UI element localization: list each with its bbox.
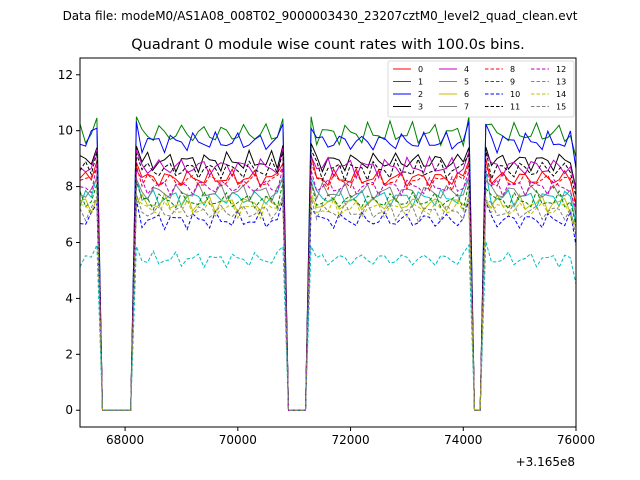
legend-label-15: 15 xyxy=(556,103,566,112)
legend-label-3: 3 xyxy=(418,103,423,112)
series-line-1 xyxy=(79,116,577,411)
series-line-10 xyxy=(79,199,577,411)
legend-label-6: 6 xyxy=(464,90,469,99)
series-line-4 xyxy=(79,147,577,411)
y-tick-label: 4 xyxy=(65,291,73,305)
legend-label-13: 13 xyxy=(556,78,566,87)
legend-label-7: 7 xyxy=(464,103,469,112)
legend-label-5: 5 xyxy=(464,78,469,87)
plot-series xyxy=(79,116,577,411)
x-tick-label: 68000 xyxy=(106,433,144,447)
y-tick-label: 8 xyxy=(65,180,73,194)
chart-suptitle: Data file: modeM0/AS1A08_008T02_90000034… xyxy=(63,9,578,23)
legend-label-0: 0 xyxy=(418,65,423,74)
series-line-14 xyxy=(79,190,577,411)
series-line-8 xyxy=(79,162,577,411)
series-line-5 xyxy=(79,170,577,411)
y-tick-label: 0 xyxy=(65,403,73,417)
series-line-12 xyxy=(79,165,577,411)
series-line-2 xyxy=(79,121,577,411)
series-line-15 xyxy=(79,193,577,411)
legend-label-1: 1 xyxy=(418,78,423,87)
y-axis: 0 2 4 6 8 10 12 xyxy=(58,68,80,417)
legend-label-4: 4 xyxy=(464,65,469,74)
x-tick-label: 72000 xyxy=(331,433,369,447)
legend-box xyxy=(387,60,575,118)
series-line-6 xyxy=(79,192,577,411)
x-axis: 68000 70000 72000 74000 76000 xyxy=(106,427,595,447)
y-tick-label: 6 xyxy=(65,236,73,250)
series-line-11 xyxy=(79,149,577,411)
series-line-0 xyxy=(79,154,577,411)
x-tick-label: 74000 xyxy=(444,433,482,447)
legend-label-11: 11 xyxy=(510,103,520,112)
legend-label-10: 10 xyxy=(510,90,520,99)
y-tick-label: 2 xyxy=(65,347,73,361)
y-tick-label: 12 xyxy=(58,68,73,82)
x-offset-label: +3.165e8 xyxy=(516,455,575,469)
legend-label-8: 8 xyxy=(510,65,515,74)
legend-label-9: 9 xyxy=(510,78,515,87)
x-tick-label: 76000 xyxy=(557,433,595,447)
y-tick-label: 10 xyxy=(58,124,73,138)
legend-label-14: 14 xyxy=(556,90,566,99)
series-line-9 xyxy=(79,181,577,411)
series-line-13 xyxy=(79,241,577,411)
legend-label-2: 2 xyxy=(418,90,423,99)
series-line-3 xyxy=(79,143,577,411)
x-tick-label: 70000 xyxy=(219,433,257,447)
legend-label-12: 12 xyxy=(556,65,566,74)
chart-title: Quadrant 0 module wise count rates with … xyxy=(131,37,525,53)
